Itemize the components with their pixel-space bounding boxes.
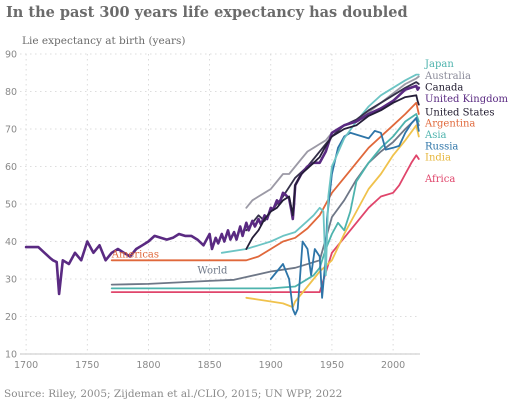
y-tick-70: 70 (5, 125, 17, 136)
series-line-russia (269, 116, 420, 316)
series-line-united-states (245, 94, 420, 250)
x-tick-1950: 1950 (320, 360, 344, 371)
series-line-united-kingdom (24, 84, 421, 296)
page-title: In the past 300 years life expectancy ha… (6, 4, 408, 21)
end-label-united-states: United States (425, 107, 494, 118)
end-label-india: India (425, 152, 451, 163)
axis-ticks: 10 20 30 40 50 60 70 80 90 1700 1750 1800 1850 1900 19… (5, 50, 405, 372)
x-tick-1850: 1850 (198, 360, 222, 371)
series-line-americas (110, 101, 420, 262)
y-tick-60: 60 (5, 162, 17, 173)
x-tick-1800: 1800 (136, 360, 160, 371)
end-label-japan: Japan (424, 59, 454, 70)
y-tick-20: 20 (5, 312, 17, 323)
y-tick-90: 90 (5, 50, 17, 61)
end-label-argentina: Argentina (424, 119, 475, 130)
x-tick-1900: 1900 (259, 360, 283, 371)
end-label-united-kingdom: United Kingdom (425, 94, 509, 105)
x-tick-2000: 2000 (381, 360, 405, 371)
y-axis-label: Lie expectancy at birth (years) (22, 35, 185, 47)
grid (20, 53, 420, 355)
series-line-canada (245, 81, 420, 232)
series-line-asia (110, 113, 420, 290)
series-label-americas: Americas (111, 249, 159, 260)
series-label-world: World (197, 265, 228, 276)
y-tick-80: 80 (5, 87, 17, 98)
y-tick-10: 10 (5, 350, 17, 361)
x-tick-1700: 1700 (14, 360, 38, 371)
series-line-japan (220, 73, 420, 277)
series-labels: WorldAmericasJapanAustraliaCanadaUnited … (111, 59, 509, 277)
end-label-asia: Asia (424, 130, 447, 141)
series-line-world (110, 117, 420, 286)
source-note: Source: Riley, 2005; Zijdeman et al./CLI… (4, 388, 343, 400)
end-label-canada: Canada (425, 83, 463, 94)
end-label-australia: Australia (424, 71, 471, 82)
series-line-india (245, 124, 420, 308)
x-tick-1750: 1750 (75, 360, 99, 371)
y-tick-30: 30 (5, 275, 17, 286)
series-lines (24, 73, 421, 316)
end-label-africa: Africa (424, 174, 455, 185)
y-tick-40: 40 (5, 237, 17, 248)
y-tick-50: 50 (5, 200, 17, 211)
series-line-africa (110, 154, 420, 293)
end-label-russia: Russia (425, 141, 458, 152)
